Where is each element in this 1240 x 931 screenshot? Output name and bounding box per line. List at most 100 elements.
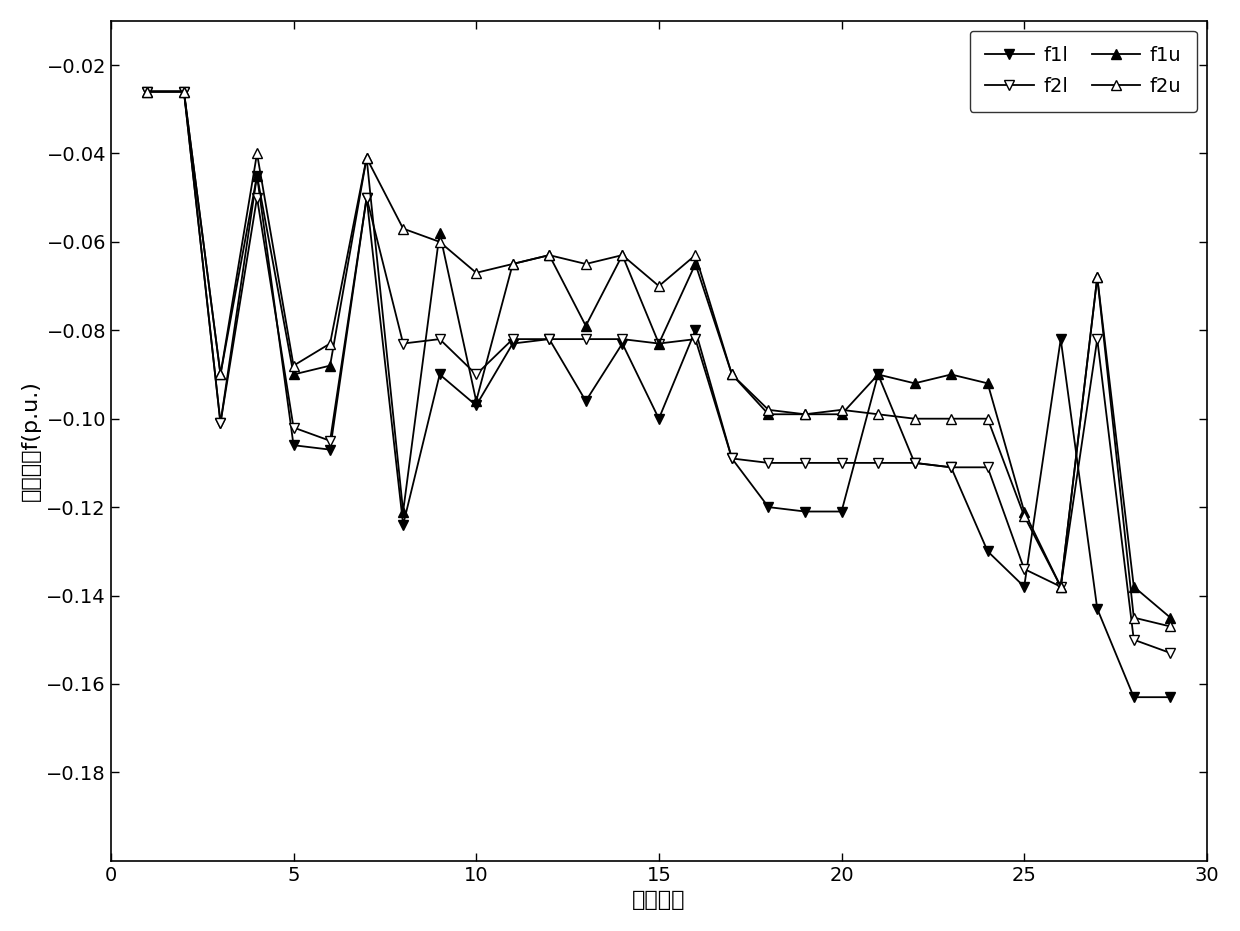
f2l: [542, 333, 557, 344]
f1u: [835, 409, 849, 420]
f2l: [469, 369, 484, 380]
f1l: [469, 399, 484, 411]
f2u: [249, 148, 264, 159]
f1u: [469, 396, 484, 407]
f2l: [286, 422, 301, 433]
f2u: [1090, 272, 1105, 283]
f2l: [908, 457, 923, 468]
f2l: [433, 333, 448, 344]
f1u: [249, 170, 264, 182]
f2u: [980, 413, 994, 425]
f1u: [944, 369, 959, 380]
f2l: [578, 333, 593, 344]
Y-axis label: 电压虚部f(p.u.): 电压虚部f(p.u.): [21, 381, 41, 501]
f1u: [761, 409, 776, 420]
f2u: [505, 259, 520, 270]
f2l: [835, 457, 849, 468]
f2u: [797, 409, 812, 420]
f2u: [1163, 621, 1178, 632]
f2l: [1126, 634, 1141, 645]
f1u: [797, 409, 812, 420]
f1l: [1126, 692, 1141, 703]
f2l: [761, 457, 776, 468]
f2u: [688, 250, 703, 261]
f2l: [724, 452, 739, 464]
f2u: [542, 250, 557, 261]
f2u: [469, 267, 484, 278]
f2u: [1053, 581, 1068, 592]
f2u: [578, 259, 593, 270]
f2l: [980, 462, 994, 473]
f2u: [213, 369, 228, 380]
f2l: [1053, 581, 1068, 592]
f2u: [724, 369, 739, 380]
X-axis label: 节点编号: 节点编号: [632, 890, 686, 911]
f2u: [322, 338, 337, 349]
f1u: [651, 338, 666, 349]
f1u: [322, 360, 337, 371]
f1l: [724, 452, 739, 464]
f1u: [542, 250, 557, 261]
Line: f2u: f2u: [143, 87, 1176, 631]
f2l: [797, 457, 812, 468]
f2u: [1126, 612, 1141, 623]
f2l: [870, 457, 885, 468]
f1u: [505, 259, 520, 270]
f1l: [980, 546, 994, 557]
f2l: [249, 192, 264, 203]
f1u: [1126, 581, 1141, 592]
f1u: [688, 259, 703, 270]
f1u: [213, 369, 228, 380]
f2l: [396, 338, 410, 349]
f1l: [688, 325, 703, 336]
f1l: [1163, 692, 1178, 703]
f2l: [615, 333, 630, 344]
f2u: [651, 280, 666, 291]
f2u: [761, 404, 776, 415]
f1l: [578, 396, 593, 407]
f1l: [870, 369, 885, 380]
Line: f2l: f2l: [143, 87, 1176, 658]
f1u: [140, 86, 155, 97]
f2u: [870, 409, 885, 420]
f2l: [1017, 563, 1032, 574]
f1l: [505, 338, 520, 349]
f2l: [1090, 333, 1105, 344]
f1l: [1053, 333, 1068, 344]
f2u: [286, 360, 301, 371]
Line: f1l: f1l: [143, 87, 1176, 702]
f2u: [396, 223, 410, 235]
f1l: [213, 417, 228, 428]
f2l: [176, 86, 191, 97]
f1l: [797, 506, 812, 517]
f2u: [176, 86, 191, 97]
f2u: [908, 413, 923, 425]
f2u: [835, 404, 849, 415]
f1u: [980, 378, 994, 389]
f1l: [542, 333, 557, 344]
f1u: [1163, 612, 1178, 623]
f2u: [1017, 510, 1032, 521]
f1u: [176, 86, 191, 97]
f2u: [615, 250, 630, 261]
f1l: [286, 439, 301, 451]
f1u: [286, 369, 301, 380]
f2l: [140, 86, 155, 97]
f2l: [360, 192, 374, 203]
f2l: [944, 462, 959, 473]
f1l: [322, 444, 337, 455]
f2l: [688, 333, 703, 344]
f1u: [433, 227, 448, 238]
f1l: [396, 519, 410, 531]
f1l: [433, 369, 448, 380]
f1l: [615, 338, 630, 349]
f1l: [944, 462, 959, 473]
f2l: [213, 417, 228, 428]
f1u: [578, 320, 593, 331]
f1l: [249, 170, 264, 182]
f2u: [433, 236, 448, 248]
f1l: [908, 457, 923, 468]
f1u: [360, 153, 374, 164]
f1u: [1017, 506, 1032, 517]
f1u: [870, 369, 885, 380]
